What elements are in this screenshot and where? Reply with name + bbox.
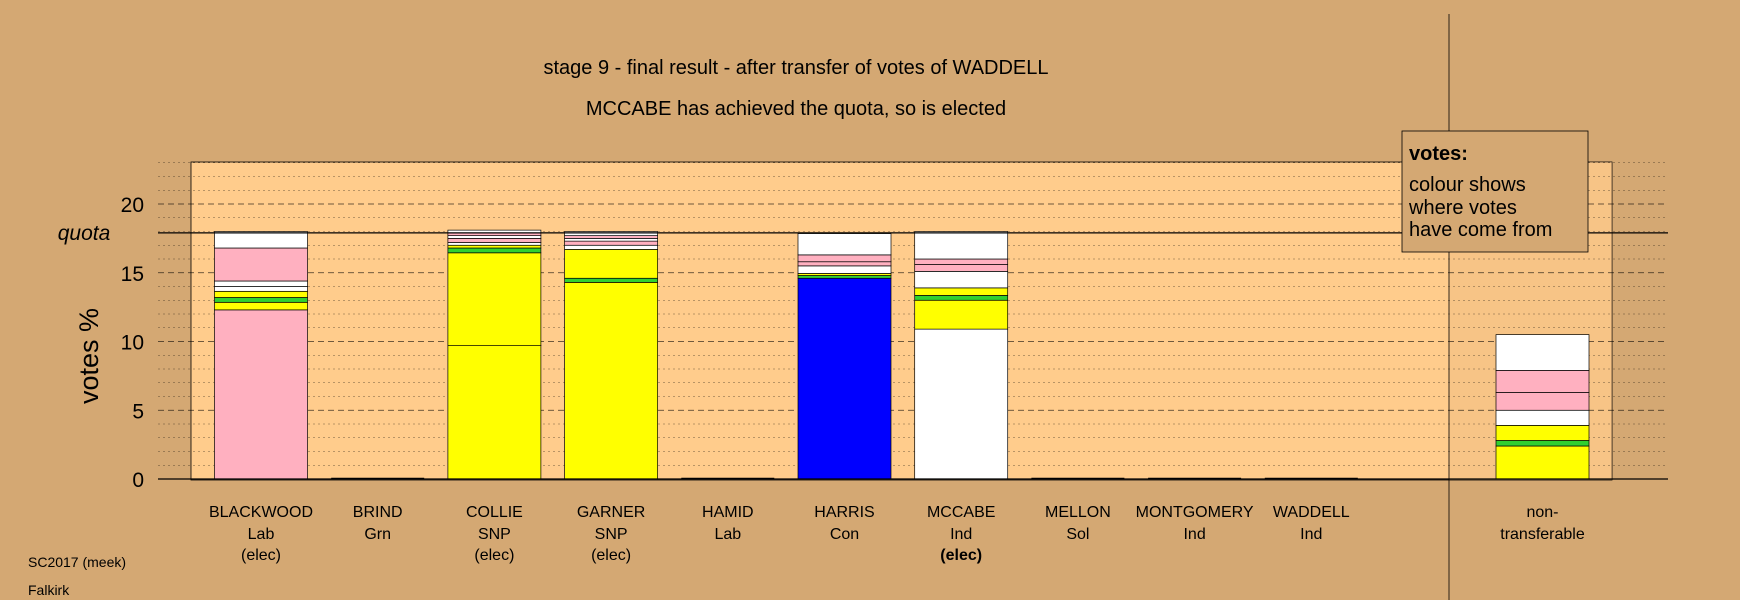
bar-segment bbox=[797, 275, 892, 279]
x-label-name: GARNER bbox=[577, 504, 645, 521]
x-label-name: MONTGOMERY bbox=[1136, 504, 1254, 521]
bar-segment bbox=[214, 309, 308, 480]
legend-line: where votes bbox=[1408, 197, 1517, 219]
x-label-name: BLACKWOOD bbox=[209, 504, 313, 521]
bar-segment bbox=[1495, 445, 1590, 480]
bar-segment bbox=[797, 261, 892, 267]
bar-segment bbox=[447, 242, 542, 246]
bar-mccabe bbox=[914, 231, 1009, 480]
x-label-party: Ind bbox=[1183, 526, 1205, 543]
bar-collie bbox=[447, 229, 542, 480]
x-axis-labels: BLACKWOOD Lab (elec) BRIND Grn COLLIE SNP (elec… bbox=[209, 504, 1585, 564]
bar-segment bbox=[1495, 334, 1590, 371]
bar-segment bbox=[914, 258, 1009, 265]
x-label-name: WADDELL bbox=[1273, 504, 1350, 521]
y-tick-label: 0 bbox=[132, 469, 144, 492]
bar-segment bbox=[214, 290, 308, 298]
x-label-nontransferable: non- bbox=[1526, 504, 1558, 521]
x-label-name: BRIND bbox=[353, 504, 403, 521]
bar-segment bbox=[914, 287, 1009, 296]
legend-line: colour shows bbox=[1409, 174, 1526, 196]
bar-segment bbox=[564, 240, 658, 246]
bar-segment bbox=[914, 264, 1009, 272]
y-axis-label: votes % bbox=[74, 308, 104, 404]
x-label-party: Con bbox=[830, 526, 859, 543]
bar-segment bbox=[1495, 392, 1590, 411]
bar-segment bbox=[914, 328, 1009, 480]
bar-segment bbox=[564, 231, 658, 236]
bar-harris bbox=[797, 233, 892, 480]
bar-segment bbox=[214, 280, 308, 287]
x-label-name: MELLON bbox=[1045, 504, 1111, 521]
plot-area bbox=[190, 161, 1613, 481]
legend: votes: colour shows where votes have com… bbox=[1401, 130, 1589, 253]
bar-segment bbox=[447, 247, 542, 254]
y-axis-ticks: 0 5 10 15 20 bbox=[121, 194, 144, 492]
x-label-name: HARRIS bbox=[814, 504, 874, 521]
y-tick-label: 5 bbox=[132, 400, 144, 423]
bar-segment bbox=[447, 235, 542, 239]
bar-segment bbox=[1495, 425, 1590, 441]
bar-nontransferable bbox=[1495, 334, 1590, 480]
bar-segment bbox=[214, 301, 308, 311]
x-label-status: (elec) bbox=[591, 547, 631, 564]
bar-segment bbox=[447, 252, 542, 346]
bar-segment bbox=[914, 231, 1009, 260]
x-label-party: SNP bbox=[595, 526, 628, 543]
bar-garner bbox=[564, 231, 658, 480]
x-label-party: Ind bbox=[950, 526, 972, 543]
x-label-party: Ind bbox=[1300, 526, 1322, 543]
bar-segment bbox=[1495, 370, 1590, 393]
bar-segment bbox=[914, 295, 1009, 301]
bar-segment bbox=[447, 345, 542, 480]
legend-box bbox=[1401, 130, 1589, 253]
x-label-status: (elec) bbox=[241, 547, 281, 564]
bar-segment bbox=[797, 254, 892, 263]
bar-segment bbox=[564, 244, 658, 250]
bar-segment bbox=[797, 233, 892, 256]
bar-blackwood bbox=[214, 231, 308, 480]
y-tick-label: 20 bbox=[121, 194, 144, 217]
bar-segment bbox=[914, 271, 1009, 289]
bar-segment bbox=[214, 231, 308, 249]
y-tick-label: 10 bbox=[121, 332, 144, 355]
bar-segment bbox=[214, 247, 308, 282]
bar-segment bbox=[447, 244, 542, 249]
bar-segment bbox=[564, 249, 658, 279]
bar-segment bbox=[1495, 440, 1590, 447]
x-label-status: (elec) bbox=[940, 547, 982, 564]
x-label-name: COLLIE bbox=[466, 504, 523, 521]
x-label-party: Grn bbox=[364, 526, 391, 543]
bar-segment bbox=[1495, 409, 1590, 426]
bar-segment bbox=[797, 277, 892, 480]
x-label-party: Lab bbox=[714, 526, 741, 543]
bar-segment bbox=[214, 286, 308, 292]
bar-segment bbox=[914, 299, 1009, 330]
chart-title: stage 9 - final result - after transfer … bbox=[543, 57, 1048, 79]
x-label-nontransferable: transferable bbox=[1500, 526, 1585, 543]
x-label-name: MCCABE bbox=[927, 504, 995, 521]
x-label-party: Sol bbox=[1066, 526, 1089, 543]
footer-area: Falkirk bbox=[28, 582, 70, 598]
bar-segment bbox=[447, 238, 542, 243]
bar-segment bbox=[797, 265, 892, 274]
chart-subtitle: MCCABE has achieved the quota, so is ele… bbox=[586, 98, 1006, 120]
grid-lines bbox=[158, 162, 1668, 466]
x-label-status: (elec) bbox=[474, 547, 514, 564]
quota-label: quota bbox=[58, 222, 111, 245]
footer-source: SC2017 (meek) bbox=[28, 554, 126, 570]
legend-title: votes: bbox=[1409, 143, 1468, 165]
legend-line: have come from bbox=[1409, 219, 1552, 241]
bar-segment bbox=[564, 235, 658, 239]
bar-segment bbox=[564, 277, 658, 283]
y-tick-label: 15 bbox=[121, 263, 144, 286]
x-label-party: Lab bbox=[248, 526, 275, 543]
x-label-party: SNP bbox=[478, 526, 511, 543]
x-label-name: HAMID bbox=[702, 504, 754, 521]
bar-segment bbox=[564, 282, 658, 480]
bar-segment bbox=[564, 238, 658, 242]
bar-segment bbox=[214, 297, 308, 303]
